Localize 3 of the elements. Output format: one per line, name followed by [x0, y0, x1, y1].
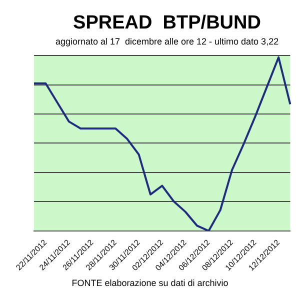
source-note: FONTE elaborazione su dati di archivio [70, 278, 230, 288]
chart-subtitle: aggiornato al 17 dicembre alle ore 12 - ultimo dato 3,22 [55, 36, 279, 47]
chart-title: SPREAD BTP/BUND [73, 12, 261, 34]
